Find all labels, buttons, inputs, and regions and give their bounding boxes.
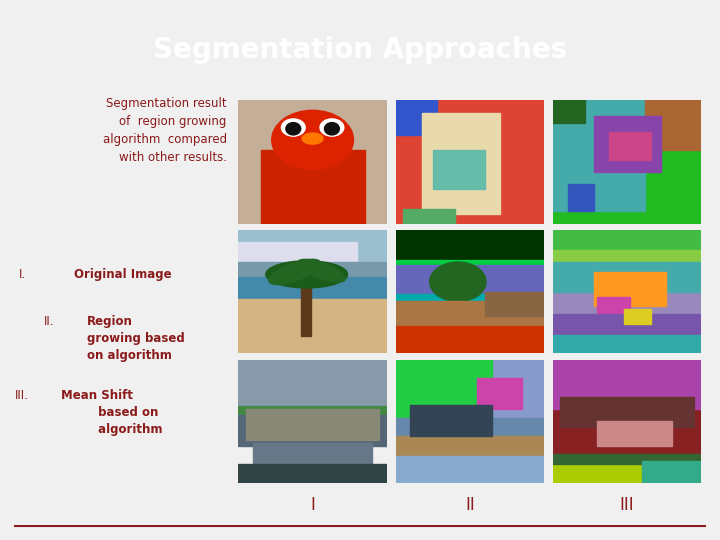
Ellipse shape	[269, 259, 320, 285]
FancyBboxPatch shape	[553, 100, 645, 211]
Text: I: I	[310, 496, 315, 514]
FancyBboxPatch shape	[477, 378, 522, 409]
FancyBboxPatch shape	[422, 113, 500, 214]
FancyBboxPatch shape	[238, 464, 387, 483]
FancyBboxPatch shape	[238, 415, 387, 446]
Text: Segmentation result
of  region growing
algorithm  compared
with other results.: Segmentation result of region growing al…	[103, 97, 227, 164]
FancyBboxPatch shape	[395, 360, 544, 483]
FancyBboxPatch shape	[553, 100, 585, 123]
FancyBboxPatch shape	[238, 230, 387, 279]
FancyBboxPatch shape	[395, 436, 544, 458]
Ellipse shape	[430, 262, 486, 301]
FancyBboxPatch shape	[395, 230, 544, 265]
FancyBboxPatch shape	[485, 292, 544, 316]
FancyBboxPatch shape	[433, 150, 485, 189]
FancyBboxPatch shape	[598, 421, 672, 446]
Text: III.: III.	[14, 389, 28, 402]
Text: III: III	[620, 496, 634, 514]
Text: II.: II.	[44, 315, 55, 328]
FancyBboxPatch shape	[301, 277, 311, 336]
Text: I.: I.	[19, 268, 26, 281]
FancyBboxPatch shape	[642, 461, 701, 483]
FancyBboxPatch shape	[609, 132, 651, 159]
FancyBboxPatch shape	[238, 299, 387, 353]
FancyBboxPatch shape	[246, 409, 379, 440]
FancyBboxPatch shape	[560, 396, 694, 427]
FancyBboxPatch shape	[553, 458, 701, 483]
FancyBboxPatch shape	[395, 100, 544, 224]
FancyBboxPatch shape	[395, 360, 492, 421]
FancyBboxPatch shape	[238, 277, 387, 301]
FancyBboxPatch shape	[410, 405, 492, 436]
FancyBboxPatch shape	[395, 326, 544, 353]
FancyBboxPatch shape	[395, 456, 544, 483]
FancyBboxPatch shape	[261, 150, 364, 224]
FancyBboxPatch shape	[395, 265, 544, 298]
Text: Segmentation Approaches: Segmentation Approaches	[153, 36, 567, 64]
FancyBboxPatch shape	[645, 100, 701, 150]
FancyBboxPatch shape	[238, 262, 387, 282]
FancyBboxPatch shape	[553, 335, 701, 353]
Ellipse shape	[320, 119, 343, 136]
FancyBboxPatch shape	[594, 117, 661, 172]
FancyBboxPatch shape	[395, 260, 544, 269]
FancyBboxPatch shape	[253, 443, 372, 470]
Circle shape	[325, 123, 339, 135]
FancyBboxPatch shape	[553, 360, 701, 483]
FancyBboxPatch shape	[451, 279, 465, 319]
FancyBboxPatch shape	[395, 301, 544, 353]
Ellipse shape	[297, 259, 346, 282]
FancyBboxPatch shape	[598, 296, 630, 319]
FancyBboxPatch shape	[553, 314, 701, 353]
Ellipse shape	[266, 261, 348, 288]
FancyBboxPatch shape	[553, 100, 701, 224]
FancyBboxPatch shape	[624, 309, 651, 323]
FancyBboxPatch shape	[238, 100, 387, 224]
FancyBboxPatch shape	[553, 249, 701, 265]
FancyBboxPatch shape	[395, 294, 544, 306]
FancyBboxPatch shape	[553, 230, 701, 252]
FancyBboxPatch shape	[395, 417, 544, 440]
FancyBboxPatch shape	[395, 100, 437, 135]
Circle shape	[286, 123, 301, 135]
Text: Mean Shift
         based on
         algorithm: Mean Shift based on algorithm	[61, 389, 163, 436]
Ellipse shape	[302, 133, 323, 144]
FancyBboxPatch shape	[238, 242, 357, 265]
Text: Region
growing based
on algorithm: Region growing based on algorithm	[86, 315, 184, 362]
FancyBboxPatch shape	[238, 407, 387, 421]
Text: II: II	[465, 496, 474, 514]
FancyBboxPatch shape	[553, 360, 701, 409]
FancyBboxPatch shape	[553, 230, 701, 353]
Ellipse shape	[282, 119, 305, 136]
FancyBboxPatch shape	[567, 184, 594, 211]
Ellipse shape	[271, 110, 354, 170]
FancyBboxPatch shape	[553, 455, 701, 464]
Text: Original Image: Original Image	[74, 268, 171, 281]
FancyBboxPatch shape	[238, 360, 387, 415]
FancyBboxPatch shape	[553, 262, 701, 292]
FancyBboxPatch shape	[594, 272, 665, 306]
FancyBboxPatch shape	[403, 209, 455, 224]
